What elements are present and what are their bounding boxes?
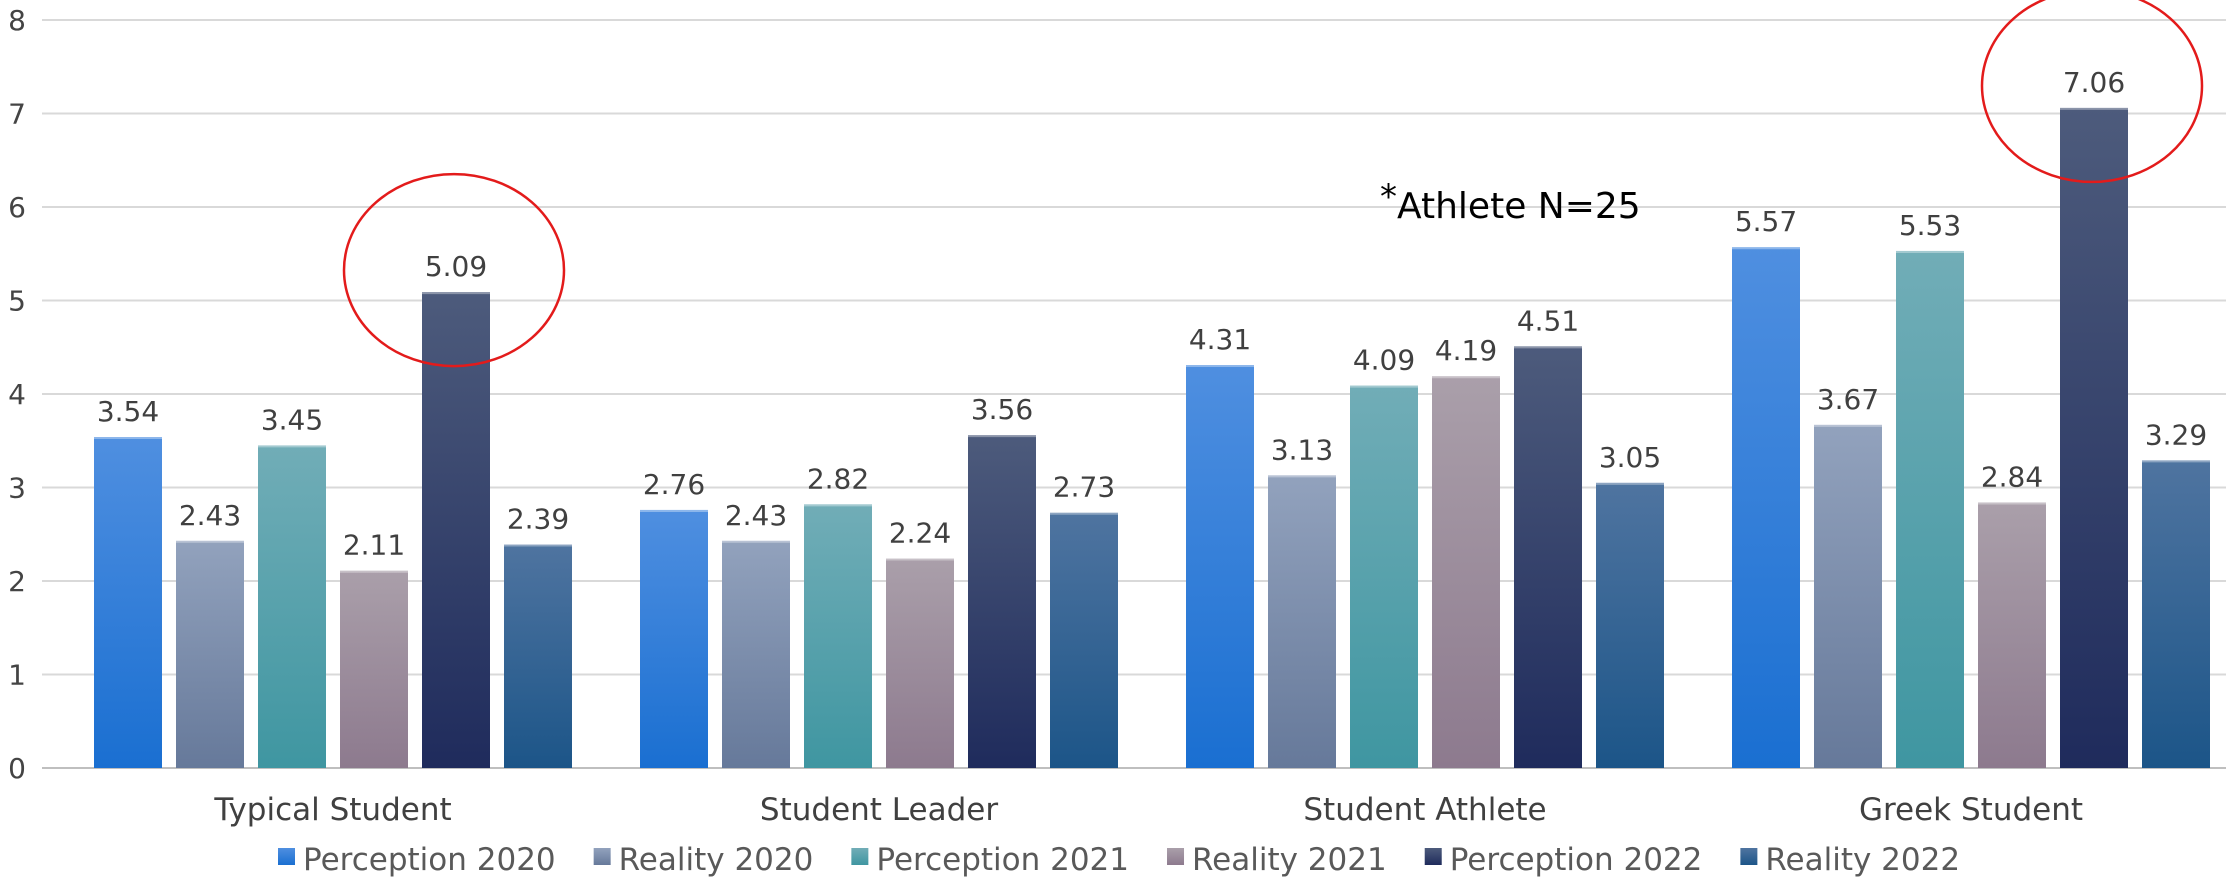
data-label: 3.05: [1599, 441, 1661, 474]
bar: [722, 540, 790, 768]
bar: [640, 509, 708, 768]
data-label: 2.43: [179, 499, 241, 532]
data-label: 2.76: [643, 468, 705, 501]
bar: [1732, 247, 1800, 768]
data-label: 5.53: [1899, 209, 1961, 242]
data-label: 2.82: [807, 462, 869, 495]
y-tick-label: 0: [8, 752, 26, 785]
data-label: 7.06: [2063, 66, 2125, 99]
legend-label: Perception 2022: [1450, 842, 1703, 878]
bar: [422, 292, 490, 768]
annotations: *Athlete N=25: [1380, 177, 1641, 227]
bar: [1186, 365, 1254, 768]
y-tick-label: 4: [8, 378, 26, 411]
athlete-note-text: Athlete N=25: [1397, 186, 1641, 227]
bar: [1814, 424, 1882, 768]
highlight-circle: [342, 172, 566, 368]
x-axis-categories: Typical Student Student Leader Student Ath…: [213, 792, 2083, 828]
category-label: Typical Student: [213, 792, 451, 828]
bar: [1268, 475, 1336, 768]
bar: [176, 540, 244, 768]
bar: [2060, 107, 2128, 768]
athlete-note-star: *: [1380, 177, 1397, 217]
legend-label: Reality 2021: [1192, 842, 1387, 878]
data-label: 4.19: [1435, 334, 1497, 367]
bar: [1514, 346, 1582, 768]
highlight-circles: [342, 0, 2204, 368]
data-label: 5.09: [425, 250, 487, 283]
data-label: 3.29: [2145, 418, 2207, 451]
data-label: 2.39: [507, 503, 569, 536]
highlight-circle: [1980, 0, 2204, 184]
data-label: 2.43: [725, 499, 787, 532]
athlete-note: *Athlete N=25: [1380, 177, 1641, 227]
y-tick-label: 8: [8, 4, 26, 37]
bar: [2142, 460, 2210, 768]
data-label: 3.56: [971, 393, 1033, 426]
data-label: 4.09: [1353, 344, 1415, 377]
bar: [968, 435, 1036, 768]
y-tick-label: 1: [8, 659, 26, 692]
data-label: 5.57: [1735, 205, 1797, 238]
legend-label: Perception 2021: [876, 842, 1129, 878]
data-label: 3.45: [261, 403, 323, 436]
data-label: 4.51: [1517, 304, 1579, 337]
y-axis-ticks: 0 1 2 3 4 5 6 7 8: [8, 4, 26, 785]
y-tick-label: 5: [8, 285, 26, 318]
legend-swatch: [1424, 848, 1442, 865]
legend-label: Reality 2020: [619, 842, 814, 878]
bar: [1896, 250, 1964, 768]
bar: [1350, 385, 1418, 768]
y-tick-label: 2: [8, 565, 26, 598]
bar: [1050, 512, 1118, 768]
bar: [340, 570, 408, 768]
data-label: 2.11: [343, 529, 405, 562]
legend-label: Perception 2020: [303, 842, 556, 878]
data-label: 2.84: [1981, 460, 2043, 493]
legend-swatch: [278, 848, 295, 865]
bar: [886, 558, 954, 768]
bar: [258, 445, 326, 768]
legend-label: Reality 2022: [1765, 842, 1960, 878]
category-label: Student Leader: [760, 792, 998, 828]
legend-swatch: [1167, 848, 1185, 865]
category-label: Greek Student: [1859, 792, 2083, 828]
legend-swatch: [851, 848, 869, 865]
category-label: Student Athlete: [1303, 792, 1546, 828]
bar: [1432, 376, 1500, 768]
legend: Perception 2020 Reality 2020 Perception 20…: [278, 842, 1960, 878]
bar: [504, 544, 572, 768]
bar: [94, 437, 162, 768]
y-tick-label: 7: [8, 98, 26, 131]
data-label: 2.73: [1053, 471, 1115, 504]
legend-swatch: [1740, 848, 1758, 865]
y-tick-label: 6: [8, 191, 26, 224]
data-labels: 3.54 2.43 3.45 2.11 5.09 2.39 2.76 2.43 2.82 2.24…: [97, 66, 2207, 562]
bar: [804, 504, 872, 768]
data-label: 4.31: [1189, 323, 1251, 356]
bar: [1978, 502, 2046, 768]
data-label: 3.54: [97, 395, 159, 428]
bars: [94, 107, 2210, 768]
data-label: 3.67: [1817, 383, 1879, 416]
legend-swatch: [593, 848, 611, 865]
data-label: 2.24: [889, 517, 951, 550]
y-tick-label: 3: [8, 472, 26, 505]
bar: [1596, 482, 1664, 768]
data-label: 3.13: [1271, 433, 1333, 466]
